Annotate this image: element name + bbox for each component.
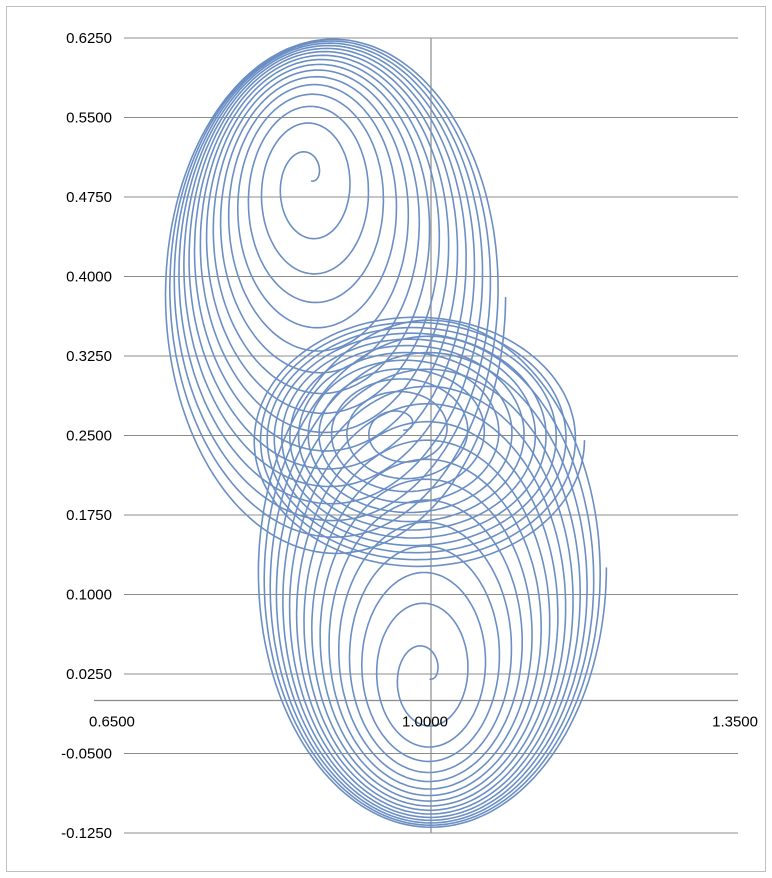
- tick-labels: 0.6250 0.5500 0.4750 0.4000 0.3250 0.2500 0.17…: [61, 30, 758, 842]
- y-tick-label: 0.5500: [66, 110, 112, 127]
- series: [164, 38, 608, 828]
- y-tick-label: 0.3250: [66, 348, 112, 365]
- y-tick-label: 0.1750: [66, 507, 112, 524]
- y-tick-label: -0.1250: [61, 825, 112, 842]
- series-line-spiral-lower: [257, 319, 608, 828]
- series-line-spiral-upper-left: [164, 38, 507, 555]
- y-tick-label: 0.6250: [66, 30, 112, 47]
- y-tick-label: 0.4000: [66, 269, 112, 286]
- y-tick-label: 0.2500: [66, 428, 112, 445]
- chart-area: 0.6250 0.5500 0.4750 0.4000 0.3250 0.2500 0.17…: [6, 6, 766, 872]
- spiral-chart: 0.6250 0.5500 0.4750 0.4000 0.3250 0.2500 0.17…: [61, 30, 758, 842]
- x-tick-label: 1.0000: [402, 714, 448, 731]
- y-tick-label: -0.0500: [61, 746, 112, 763]
- y-tick-label: 0.0250: [66, 666, 112, 683]
- x-tick-label: 0.6500: [89, 714, 135, 731]
- y-tick-label: 0.1000: [66, 587, 112, 604]
- x-tick-label: 1.3500: [712, 714, 758, 731]
- y-tick-label: 0.4750: [66, 189, 112, 206]
